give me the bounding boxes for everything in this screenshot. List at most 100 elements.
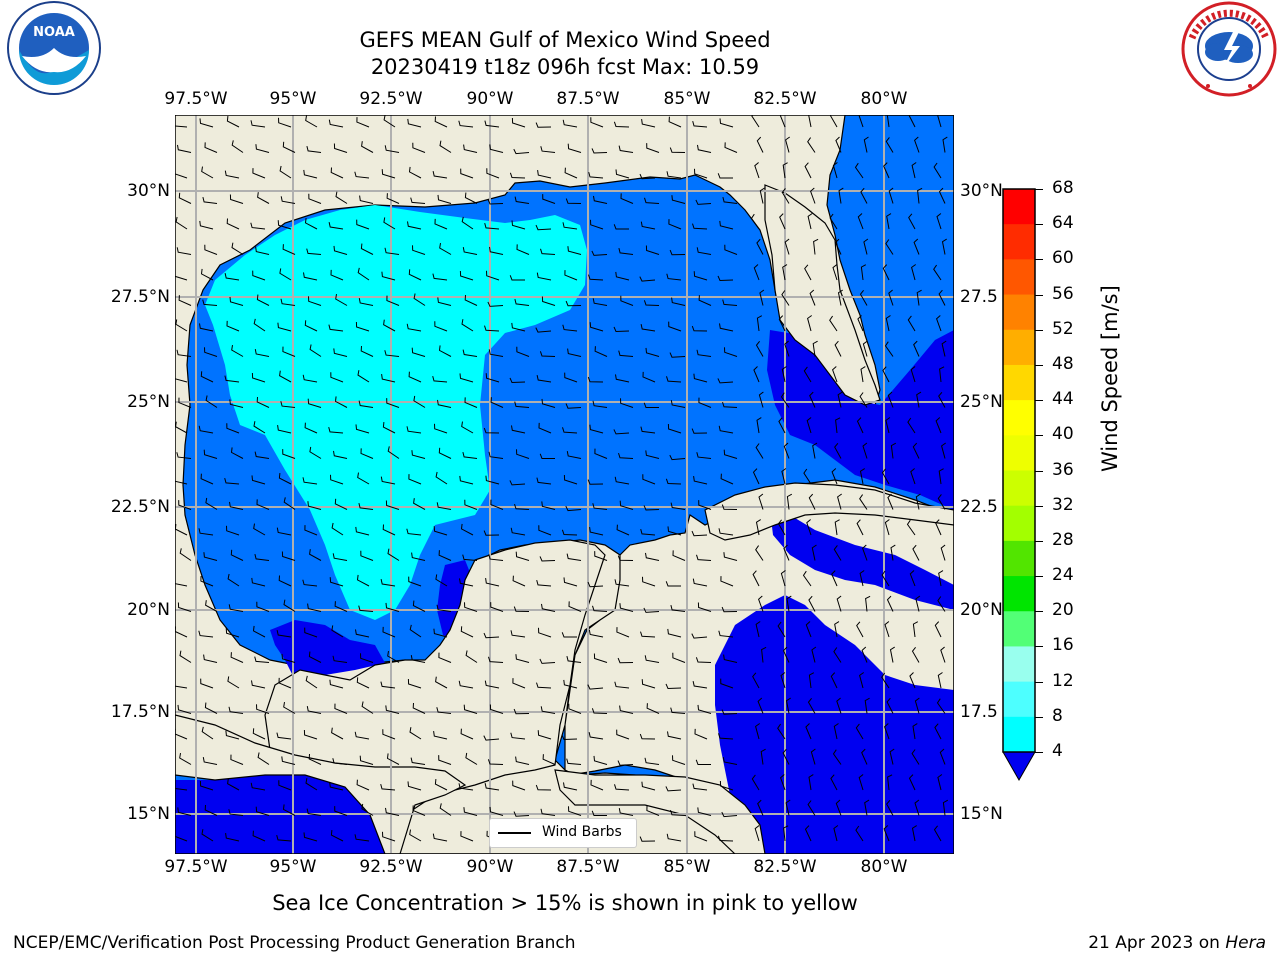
wind-barb [380,681,396,689]
wind-barb [489,806,504,816]
wind-barb [695,199,712,205]
wind-barb [383,115,396,128]
wind-barb [884,519,890,536]
wind-barb [225,833,240,842]
wind-barb [277,220,292,230]
wind-barb [177,602,192,612]
wind-barb [513,606,530,612]
wind-barb [539,351,556,357]
wind-barb [541,501,556,510]
wind-barb [890,442,897,459]
wind-barb [279,370,292,383]
colorbar-tick-label: 28 [1052,529,1074,550]
wind-barb [720,576,734,587]
wind-barb [757,697,764,714]
wind-barb [251,475,266,485]
wind-barb [643,402,659,408]
wind-barb [761,646,767,663]
wind-barb [694,831,708,842]
wind-barb [666,376,682,383]
wind-barb [329,679,344,689]
wind-barb [886,115,890,128]
wind-barb [434,218,448,230]
wind-barb [280,196,296,204]
wind-barb [864,697,870,714]
wind-barb [755,519,761,536]
wind-barb [407,118,422,128]
wind-barb [618,452,634,459]
wind-barb [698,295,712,306]
wind-barb [671,297,686,306]
wind-barb [304,627,318,638]
wind-barb [692,578,708,587]
wind-barb [254,451,270,459]
wind-barb [306,706,322,714]
wind-barb [886,595,894,612]
wind-barb [751,115,760,128]
wind-barb [834,519,840,536]
wind-barb [202,196,218,204]
wind-barb [231,242,244,255]
wind-barb [462,554,478,561]
wind-barb [836,697,842,714]
wind-barb [509,377,526,384]
wind-barb [593,653,608,663]
wind-barb [568,806,582,816]
colorbar-tick-label: 32 [1052,494,1074,515]
wind-barb [385,602,400,612]
wind-barb [514,298,530,306]
wind-barb [385,705,400,714]
wind-barb [645,450,660,459]
wind-barb [358,502,374,510]
wind-barb [758,391,764,408]
wind-barb [384,145,400,153]
colorbar-tick-label: 40 [1052,424,1074,445]
wind-barb [829,213,838,230]
wind-barb [224,477,240,485]
colorbar-tick-mark [1035,294,1043,296]
wind-barb [831,468,838,485]
wind-barb [937,115,942,128]
lat-tick-label: 25°N [960,392,1003,412]
wind-barb [251,680,266,689]
wind-barb [859,468,865,485]
wind-barb [489,246,504,255]
wind-barb [861,748,868,765]
wind-barb [278,677,292,689]
wind-barb [614,476,630,485]
wind-barb [302,579,318,587]
wind-barb [465,752,478,765]
colorbar-tick-mark [1035,646,1043,648]
wind-barb [665,581,681,587]
wind-barb [779,213,786,230]
wind-barb [387,651,400,663]
colorbar-segment [1003,364,1035,401]
wind-barb [255,806,270,816]
wind-barb [857,315,864,332]
wind-barb [536,682,552,689]
wind-barb [333,245,348,255]
wind-barb [780,774,786,791]
wind-barb [672,755,686,765]
wind-barb [860,264,867,281]
wind-barb [563,577,578,587]
wind-barb [205,395,218,408]
wind-barb [617,555,634,561]
wind-barb [464,192,478,204]
wind-barb [459,373,474,383]
colorbar-label: Wind Speed [m/s] [1098,285,1122,472]
wind-barb [833,825,839,842]
wind-barb [720,678,734,689]
lat-tick-label: 15°N [960,804,1003,824]
wind-barb [464,602,478,612]
wind-barb [862,544,868,561]
wind-barb [306,145,322,153]
wind-barb [512,678,526,689]
wind-barb [755,443,764,459]
wind-barb [483,427,500,434]
wind-barb [805,723,812,740]
wind-barb [616,524,630,536]
wind-barb [198,425,214,434]
wind-barb [696,247,712,255]
wind-barb [908,213,916,230]
